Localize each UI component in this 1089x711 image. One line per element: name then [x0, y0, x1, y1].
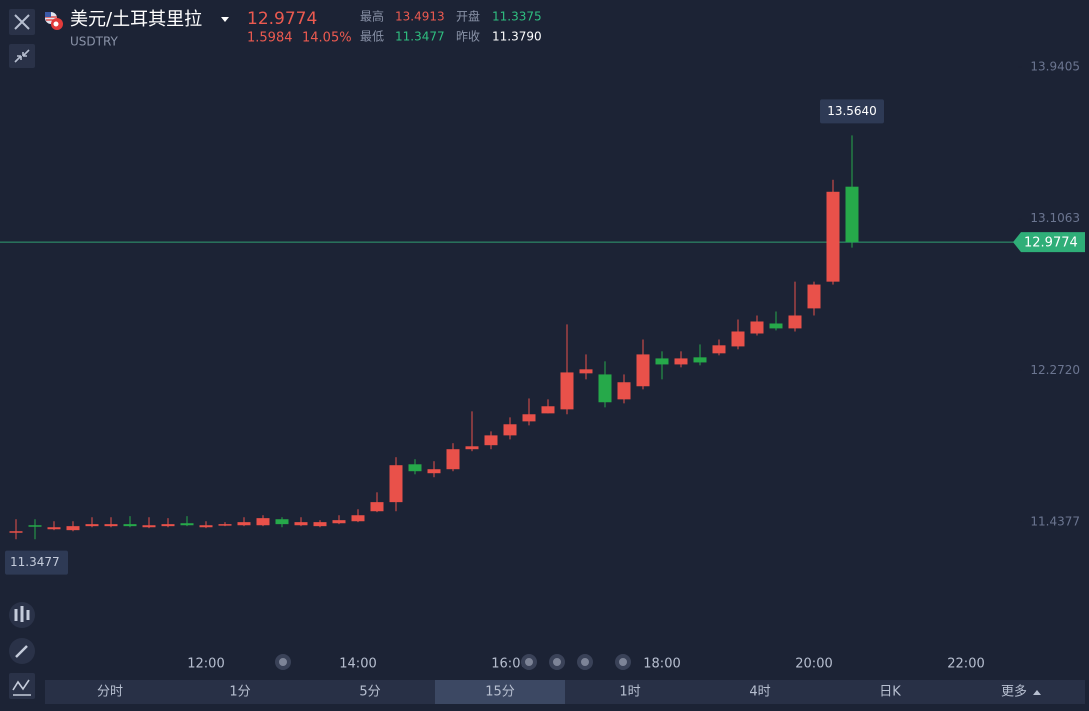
- candle-body: [579, 369, 593, 374]
- more-arrow: [1033, 690, 1041, 695]
- candle-body: [237, 522, 251, 526]
- price-tag: [1013, 232, 1085, 253]
- stat-value: 11.3375: [492, 10, 542, 24]
- flag-icon: [45, 12, 63, 30]
- stat-label: 最低: [360, 30, 384, 44]
- tab[interactable]: 4时: [749, 685, 770, 700]
- candle-body: [332, 520, 346, 524]
- candle-body: [598, 374, 612, 403]
- candle-body: [446, 449, 460, 470]
- candle-body: [788, 315, 802, 329]
- stat-label: 最高: [360, 9, 384, 24]
- candle-body: [636, 354, 650, 387]
- low-label: 11.3477: [10, 555, 60, 569]
- price: 12.9774: [247, 9, 317, 29]
- close-button[interactable]: [9, 9, 35, 35]
- tab[interactable]: 5分: [359, 685, 380, 700]
- candle-body: [313, 522, 327, 527]
- y-tick-label: 11.4377: [1030, 515, 1080, 529]
- candle-body: [807, 284, 821, 309]
- high-label-box: [820, 99, 885, 124]
- low-label-box: [5, 550, 68, 575]
- candle-body: [180, 523, 194, 526]
- candle-body: [503, 424, 517, 436]
- line-button[interactable]: [9, 673, 35, 699]
- symbol-code: USDTRY: [70, 35, 119, 49]
- candle-body: [655, 358, 669, 365]
- candle-body: [123, 524, 137, 527]
- candle-body: [560, 372, 574, 410]
- x-tick-label: 22:00: [947, 657, 984, 672]
- candle-body: [693, 357, 707, 363]
- tab[interactable]: 日K: [879, 685, 901, 700]
- candle-body: [465, 446, 479, 450]
- candle-body: [104, 524, 118, 527]
- x-tick-label: 20:00: [795, 657, 832, 672]
- y-tick-label: 13.9405: [1030, 59, 1080, 73]
- stat-value: 11.3477: [395, 30, 445, 44]
- plot: 11.4377 12.2720 13.1063 13.9405 12:00 14:00 16…: [0, 59, 1085, 672]
- candle-body: [66, 526, 80, 531]
- collapse-button[interactable]: [9, 44, 35, 68]
- candle-body: [47, 527, 61, 530]
- stat-label: 昨收: [456, 30, 480, 44]
- candle-body: [750, 321, 764, 334]
- tab[interactable]: 1分: [229, 685, 250, 700]
- change: 1.5984: [247, 31, 293, 46]
- candle-body: [294, 522, 308, 526]
- candle-body: [826, 191, 840, 282]
- candle-body: [674, 358, 688, 365]
- y-tick-label: 13.1063: [1030, 211, 1080, 225]
- candle-body: [28, 525, 42, 527]
- symbol-title[interactable]: 美元/土耳其里拉: [70, 9, 202, 30]
- candle-body: [351, 515, 365, 522]
- stat-value: 11.3790: [492, 30, 542, 44]
- candle-body: [845, 186, 859, 243]
- x-tick-label: 12:00: [187, 657, 224, 672]
- candle-body: [484, 435, 498, 446]
- dropdown-arrow[interactable]: [221, 17, 229, 22]
- x-tick-label: 18:00: [643, 657, 680, 672]
- active-tab: [435, 680, 565, 704]
- y-tick-label: 12.2720: [1030, 363, 1080, 377]
- stat-label: 开盘: [456, 9, 480, 24]
- candle-body: [85, 524, 99, 527]
- candle-body: [769, 323, 783, 329]
- candle-body: [522, 414, 536, 422]
- candle-body: [389, 465, 403, 503]
- indicator-button[interactable]: [9, 602, 35, 628]
- candle-body: [161, 524, 175, 527]
- candle-body: [199, 525, 213, 528]
- price-tag-label: 12.9774: [1024, 236, 1078, 251]
- tab[interactable]: 15分: [485, 685, 515, 700]
- x-tick-label: 14:00: [339, 657, 376, 672]
- candle-body: [712, 345, 726, 354]
- stat-value: 13.4913: [395, 10, 445, 24]
- candle-body: [218, 524, 232, 526]
- candle-body: [275, 519, 289, 525]
- high-label: 13.5640: [827, 104, 877, 118]
- timeframe-tabs: 分时 1分 5分 15分 1时 4时 日K 更多: [45, 680, 1085, 704]
- candle-body: [256, 518, 270, 526]
- candle-body: [731, 331, 745, 347]
- candle-body: [617, 382, 631, 400]
- event-markers[interactable]: [275, 654, 631, 670]
- draw-button[interactable]: [9, 638, 35, 664]
- tab[interactable]: 更多: [1001, 684, 1027, 700]
- candle-body: [541, 406, 555, 414]
- candle-body: [427, 469, 441, 474]
- x-tick-label: 16:00: [491, 657, 528, 672]
- change-pct: 14.05%: [302, 31, 352, 46]
- tab[interactable]: 1时: [619, 685, 640, 700]
- candle-body: [370, 502, 384, 512]
- candle-body: [9, 531, 23, 533]
- candle-body: [408, 464, 422, 472]
- tab[interactable]: 分时: [97, 685, 123, 700]
- candle-body: [142, 525, 156, 528]
